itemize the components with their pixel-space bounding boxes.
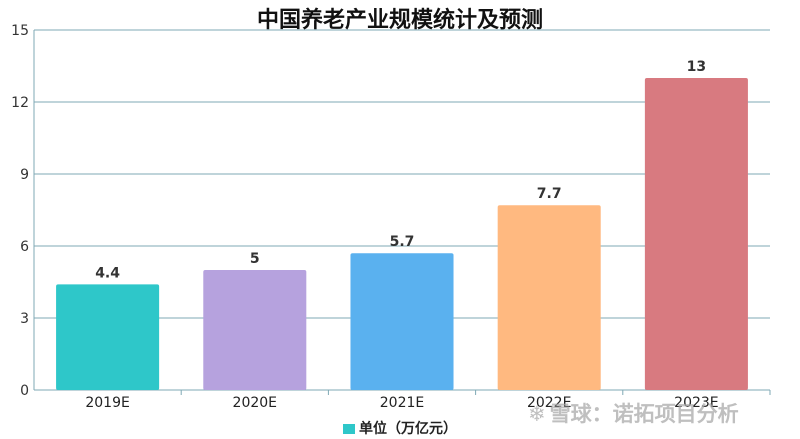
bar — [644, 78, 748, 390]
y-tick-label: 3 — [20, 311, 29, 327]
data-label: 7.7 — [537, 186, 562, 202]
watermark-text: 雪球：诺拓项目分析 — [549, 402, 739, 426]
legend-label: 单位（万亿元） — [359, 421, 457, 437]
x-tick-label: 2020E — [233, 395, 277, 411]
x-tick-label: 2019E — [85, 395, 129, 411]
y-tick-label: 12 — [11, 95, 29, 111]
y-tick-label: 0 — [20, 383, 29, 399]
legend-swatch — [343, 424, 355, 434]
y-tick-label: 6 — [20, 239, 29, 255]
bar — [56, 284, 160, 390]
legend[interactable]: 单位（万亿元） — [0, 418, 800, 438]
watermark: ❄ 雪球：诺拓项目分析 — [528, 398, 739, 428]
snowball-logo-icon: ❄ — [528, 402, 546, 426]
data-label: 4.4 — [95, 265, 120, 281]
y-tick-label: 9 — [20, 167, 29, 183]
x-tick-label: 2021E — [380, 395, 424, 411]
x-tick-label: 2022E — [527, 395, 571, 411]
y-tick-label: 15 — [11, 23, 29, 39]
x-tick-label: 2023E — [674, 395, 718, 411]
bar — [350, 253, 454, 390]
bar — [203, 270, 307, 390]
data-label: 13 — [687, 59, 706, 75]
data-label: 5.7 — [390, 234, 415, 250]
data-label: 5 — [250, 251, 260, 267]
bar — [497, 205, 601, 390]
chart-title: 中国养老产业规模统计及预测 — [256, 8, 543, 33]
